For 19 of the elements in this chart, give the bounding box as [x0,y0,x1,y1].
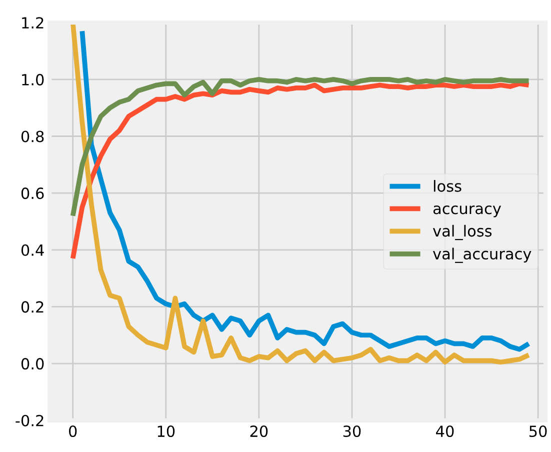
x-tick-label: 0 [68,425,77,438]
y-tick-label: 0.2 [21,301,44,313]
y-tick-label: 0.6 [21,188,44,200]
y-tick-label: 1.2 [22,17,44,28]
x-tick-label: 30 [343,425,361,438]
legend-label: accuracy [433,206,501,218]
x-tick-label: 10 [158,425,175,438]
legend-label: val_loss [432,224,492,240]
x-tick-label: 40 [436,425,454,438]
legend-label: loss [434,180,462,192]
legend-label: val_accuracy [432,248,532,263]
y-tick-label: -0.2 [16,414,44,426]
y-tick-label: 0.8 [21,130,44,142]
y-tick-label: 0.0 [21,358,44,370]
line-series [70,81,532,261]
x-tick-label: 50 [530,425,547,438]
y-tick-label: 1.0 [22,74,44,86]
y-tick-label: 0.4 [21,244,44,256]
x-tick-label: 20 [250,425,268,438]
